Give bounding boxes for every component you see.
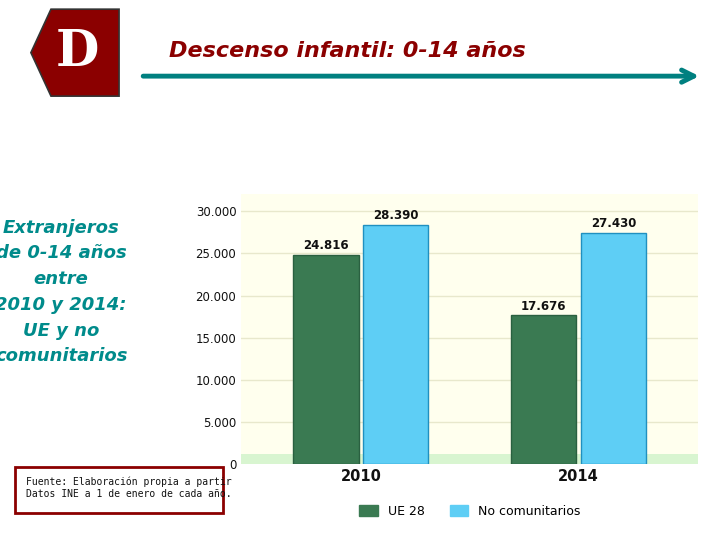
Text: Fuente: Elaboración propia a partir
Datos INE a 1 de enero de cada año.: Fuente: Elaboración propia a partir Dato… <box>26 476 231 498</box>
Legend: UE 28, No comunitarios: UE 28, No comunitarios <box>359 504 580 517</box>
Text: Descenso infantil: 0-14 años: Descenso infantil: 0-14 años <box>169 41 526 62</box>
Text: 28.390: 28.390 <box>373 210 418 222</box>
Text: D: D <box>56 28 99 77</box>
Text: Extranjeros
de 0-14 años
entre
2010 y 2014:
UE y no
comunitarios: Extranjeros de 0-14 años entre 2010 y 20… <box>0 219 127 365</box>
Bar <box>294 255 359 464</box>
FancyBboxPatch shape <box>15 467 223 513</box>
Bar <box>363 225 428 464</box>
Bar <box>511 315 577 464</box>
Polygon shape <box>31 9 119 96</box>
Bar <box>241 454 698 464</box>
Text: 17.676: 17.676 <box>521 300 567 313</box>
Bar <box>581 233 646 464</box>
Text: 27.430: 27.430 <box>591 218 636 231</box>
Text: 24.816: 24.816 <box>303 239 349 253</box>
